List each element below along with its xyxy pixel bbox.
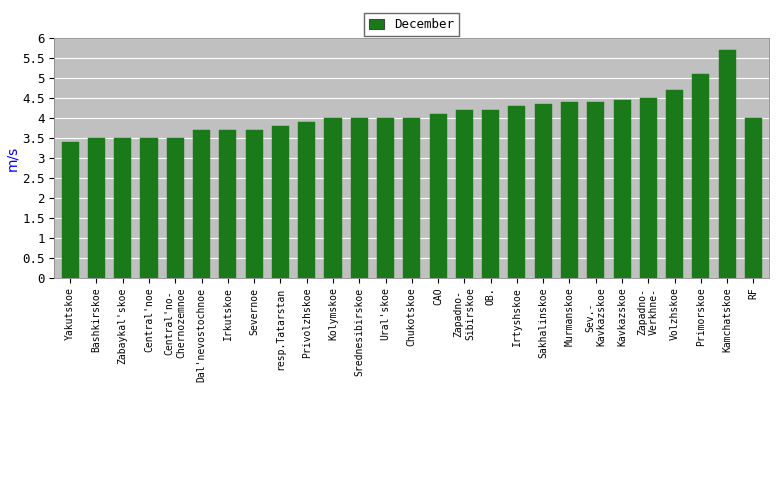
Bar [745,118,762,278]
Bar [666,90,683,278]
Bar [692,74,709,278]
Bar [482,110,499,278]
Bar [587,102,605,278]
Bar [350,118,368,278]
Bar [88,138,105,278]
Bar [325,118,342,278]
Bar [377,118,394,278]
Bar [508,106,525,278]
Legend: December: December [364,13,459,36]
Bar [430,114,447,278]
Bar [456,110,473,278]
Bar [167,138,184,278]
Bar [614,100,631,278]
Bar [403,118,420,278]
Bar [61,142,78,278]
Bar [272,126,289,278]
Bar [141,138,158,278]
Bar [193,130,210,278]
Bar [298,122,315,278]
Bar [246,130,263,278]
Bar [114,138,131,278]
Bar [639,98,657,278]
Bar [561,102,578,278]
Bar [219,130,236,278]
Bar [719,50,736,278]
Bar [535,104,552,278]
Y-axis label: m/s: m/s [5,146,19,171]
